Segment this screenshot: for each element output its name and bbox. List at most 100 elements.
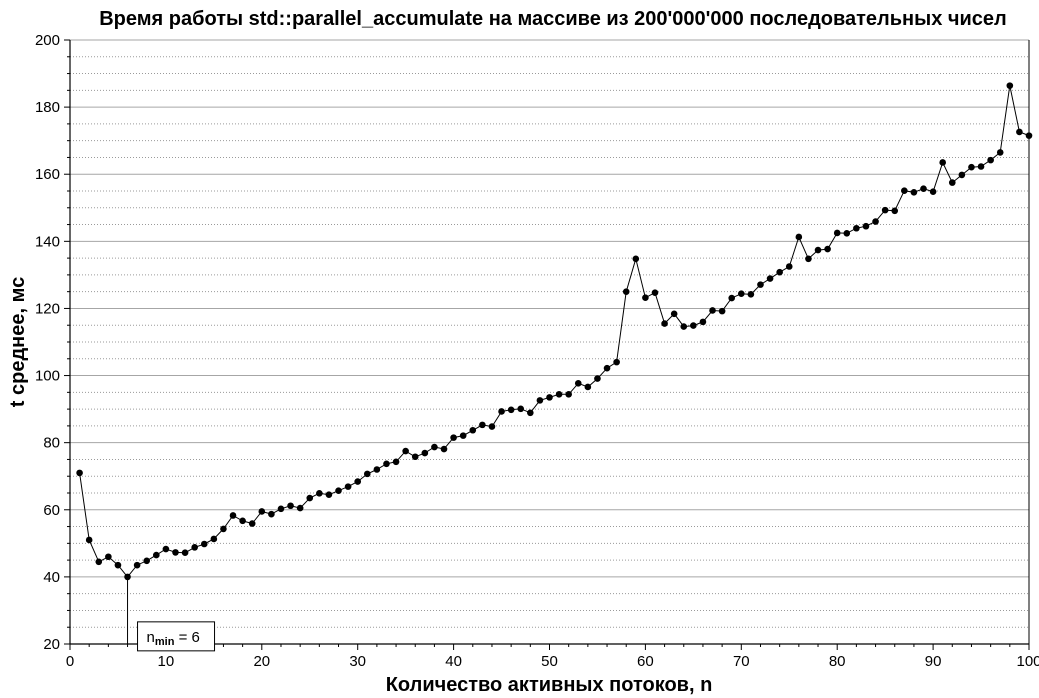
y-tick-label: 120 [35, 300, 60, 317]
data-point [488, 423, 496, 430]
y-tick-label: 160 [35, 166, 60, 183]
grid [70, 39, 1029, 628]
x-tick-label: 60 [637, 653, 654, 670]
data-point [881, 206, 889, 214]
data-point [517, 405, 525, 413]
data-point [383, 460, 390, 468]
x-tick-label: 50 [541, 653, 558, 670]
data-point [431, 443, 438, 451]
data-point [651, 289, 659, 296]
data-point [325, 491, 333, 498]
data-point [632, 255, 640, 263]
data-point [910, 189, 918, 196]
x-tick-label: 100 [1016, 653, 1039, 670]
data-point [833, 229, 841, 237]
series-line [79, 85, 1030, 578]
data-point [344, 483, 352, 490]
data-point [316, 490, 323, 497]
data-point [210, 535, 218, 543]
y-tick-label: 100 [35, 368, 60, 385]
annotation-label: nmin = 6 [147, 629, 200, 648]
data-point [862, 222, 870, 230]
annotation-box [137, 621, 216, 652]
data-point [680, 323, 688, 330]
data-point [507, 406, 515, 414]
data-point [872, 218, 879, 225]
data-point [85, 536, 93, 544]
x-tick-label: 90 [925, 653, 942, 670]
chart-title: Время работы std::parallel_accumulate на… [99, 8, 1007, 30]
data-point [996, 149, 1004, 156]
data-point [939, 159, 946, 166]
data-point [901, 187, 908, 194]
data-point [785, 263, 793, 270]
y-tick-label: 40 [43, 569, 60, 586]
data-point [172, 549, 179, 556]
data-point [853, 224, 860, 232]
x-tick-label: 40 [445, 653, 462, 670]
data-point [661, 320, 668, 327]
data-point [766, 275, 774, 282]
data-point [968, 163, 975, 171]
data-point [239, 517, 246, 525]
data-point [747, 291, 755, 298]
y-tick-label: 180 [35, 99, 60, 116]
data-point [757, 281, 764, 288]
data-point [527, 409, 534, 417]
data-point [479, 421, 486, 429]
data-point [613, 358, 620, 366]
data-point [584, 383, 592, 391]
data-point [690, 322, 697, 329]
data-point [373, 466, 381, 473]
data-point [114, 561, 122, 569]
data-point [958, 171, 966, 179]
data-point [948, 179, 956, 186]
data-point [229, 512, 237, 519]
y-tick-label: 60 [43, 502, 60, 519]
data-point [162, 545, 170, 553]
x-tick-label: 0 [66, 653, 74, 670]
data-point [191, 544, 198, 551]
data-point [843, 229, 851, 237]
data-point [335, 487, 342, 494]
data-point [402, 447, 409, 455]
y-tick-label: 200 [35, 32, 60, 49]
annotation-label-main: n [147, 629, 155, 646]
data-point [220, 525, 227, 533]
data-point [824, 245, 831, 253]
data-point [411, 453, 419, 461]
data-point [670, 310, 678, 318]
data-point [795, 233, 803, 241]
data-point [1025, 132, 1033, 139]
data-point [296, 504, 304, 512]
data-point [153, 551, 160, 559]
annotation-label-subscript: min [155, 636, 175, 648]
data-point [642, 294, 649, 302]
data-point [622, 288, 630, 295]
data-point [469, 426, 477, 434]
data-point [603, 364, 611, 372]
data-point [248, 520, 256, 527]
data-point [977, 163, 985, 170]
data-point [709, 307, 716, 314]
data-point [200, 540, 208, 548]
data-point [287, 502, 294, 510]
data-point [143, 557, 151, 565]
data-point [392, 458, 400, 466]
data-point [546, 394, 553, 401]
data-point [258, 508, 266, 515]
data-point [594, 375, 601, 382]
x-tick-label: 10 [158, 653, 175, 670]
data-point [891, 207, 899, 215]
data-point [95, 558, 103, 566]
data-point [574, 379, 582, 387]
data-point [440, 445, 448, 453]
data-point [268, 510, 275, 518]
x-tick-label: 20 [253, 653, 270, 670]
ticks: 20 40 60 80 100 120 140 160 180 200 0 10 20 30 40 50 60 7… [35, 32, 1039, 670]
data-point [1016, 128, 1023, 136]
data-point [718, 307, 726, 315]
data-point [805, 255, 812, 263]
